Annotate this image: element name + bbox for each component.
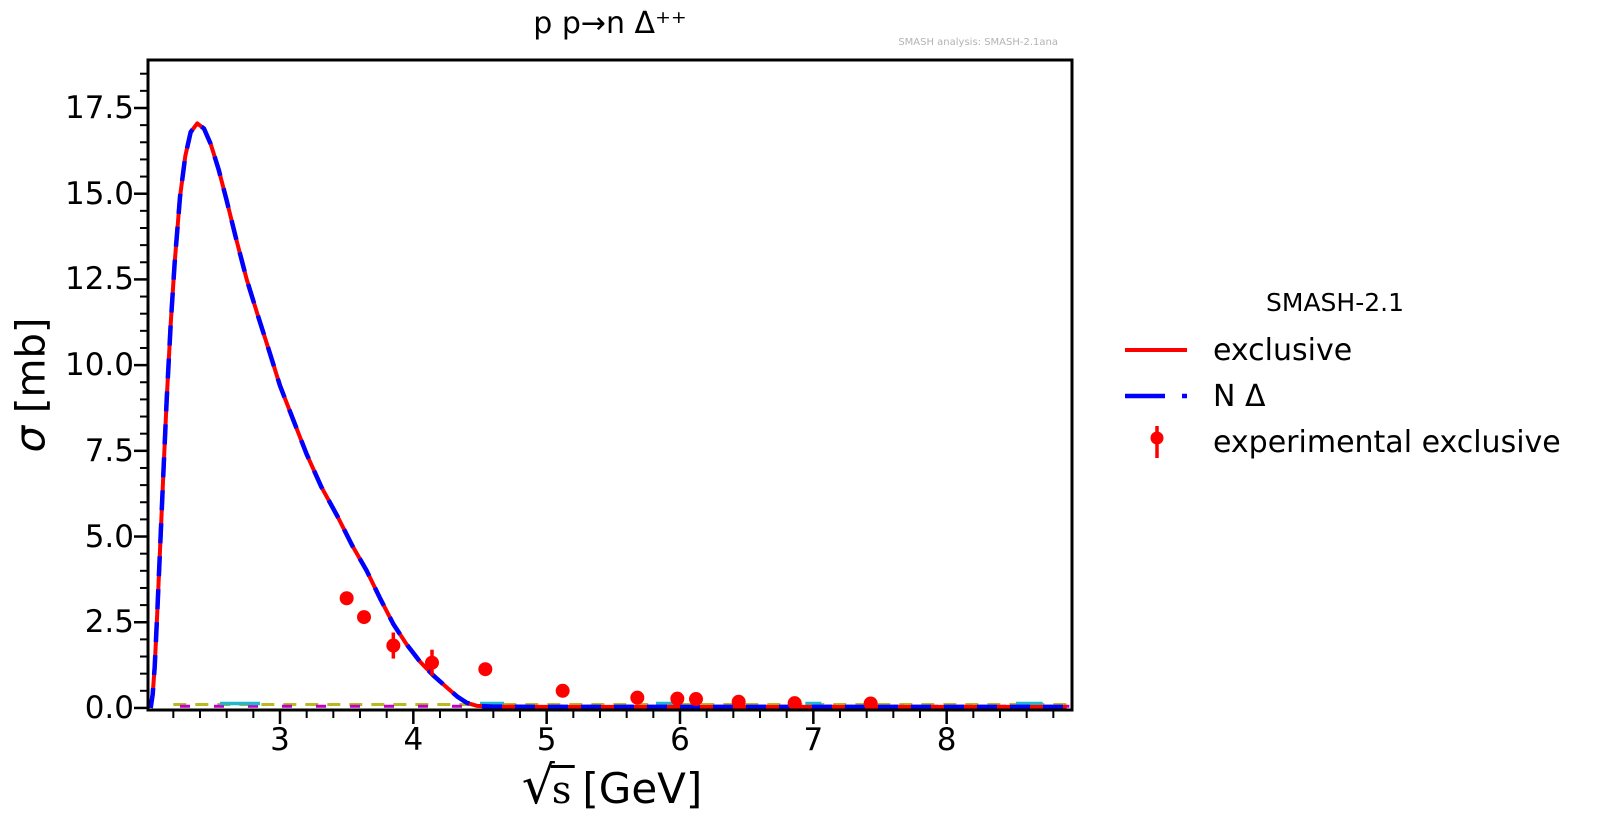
y-tick-label: 17.5 xyxy=(64,89,134,126)
data-point xyxy=(630,690,645,705)
data-point xyxy=(787,696,802,711)
y-tick-label: 15.0 xyxy=(64,175,134,212)
legend-item-label: experimental exclusive xyxy=(1213,424,1561,460)
exclusive-curve xyxy=(148,121,1067,709)
x-tick-label: 7 xyxy=(803,722,824,758)
data-point xyxy=(425,655,439,670)
legend-item-experimental: experimental exclusive xyxy=(1100,419,1570,465)
data-point xyxy=(731,694,746,709)
blue-dashed-line-icon xyxy=(1125,393,1187,399)
axes-spines xyxy=(146,58,1074,712)
sqrt-radical-symbol: √ xyxy=(521,756,555,816)
errorbar-point-icon xyxy=(1150,426,1164,458)
x-tick-label: 4 xyxy=(403,722,424,758)
data-point xyxy=(670,691,685,706)
legend: SMASH-2.1 exclusive N Δ experimental exc… xyxy=(1100,288,1570,465)
y-tick-label: 12.5 xyxy=(64,261,134,298)
x-axis-unit: [GeV] xyxy=(582,764,703,813)
legend-item-label: N Δ xyxy=(1213,378,1266,414)
data-point xyxy=(863,696,878,711)
x-axis-symbol: s xyxy=(550,765,575,812)
y-tick-label: 10.0 xyxy=(64,347,134,384)
data-point xyxy=(386,638,401,653)
y-tick-label: 5.0 xyxy=(84,518,134,555)
data-point xyxy=(689,692,703,707)
x-tick-label: 6 xyxy=(670,722,690,758)
ndelta-curve xyxy=(148,121,1067,710)
red-line-icon xyxy=(1125,348,1187,352)
legend-item-label: exclusive xyxy=(1213,332,1353,368)
y-tick-label: 0.0 xyxy=(84,689,134,726)
x-tick-label: 3 xyxy=(270,722,290,758)
legend-item-ndelta: N Δ xyxy=(1100,373,1570,419)
legend-item-exclusive: exclusive xyxy=(1100,327,1570,373)
data-point xyxy=(555,683,570,698)
x-tick-label: 8 xyxy=(936,722,957,758)
data-point xyxy=(339,591,354,606)
x-tick-label: 5 xyxy=(536,722,557,758)
chart-title: p p→n Δ⁺⁺ xyxy=(533,6,687,41)
y-tick-label: 7.5 xyxy=(84,432,134,469)
legend-title: SMASH-2.1 xyxy=(1266,288,1404,317)
analysis-watermark-text: SMASH analysis: SMASH-2.1ana xyxy=(898,37,1058,48)
data-point xyxy=(478,662,493,677)
x-axis-label: √s [GeV] xyxy=(522,756,703,816)
y-tick-label: 2.5 xyxy=(84,604,134,641)
data-point xyxy=(357,610,371,625)
